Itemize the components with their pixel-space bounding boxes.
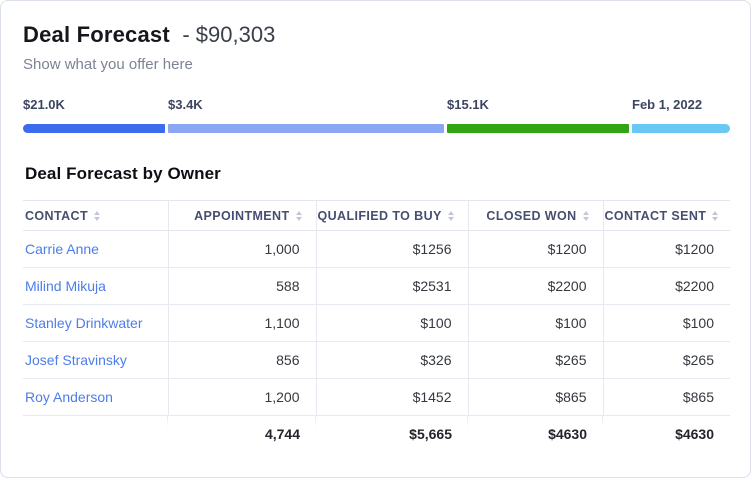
value-cell: $265: [602, 341, 730, 379]
column-header-label: CONTACT: [25, 208, 88, 223]
column-header-appointment[interactable]: APPOINTMENT: [167, 200, 316, 231]
table-row: Josef Stravinsky 856 $326 $265 $265: [23, 341, 730, 379]
forecast-total-value: - $90,303: [182, 22, 276, 47]
title-line: Deal Forecast - $90,303: [23, 20, 728, 53]
sort-icon[interactable]: [712, 211, 719, 222]
column-header-contact-sent[interactable]: CONTACT SENT: [602, 200, 730, 231]
sort-icon[interactable]: [295, 211, 302, 222]
forecast-segment: [447, 124, 629, 133]
value-cell: $100: [467, 304, 603, 342]
section-heading: Deal Forecast by Owner: [25, 164, 221, 183]
forecast-segment: [632, 124, 730, 133]
column-header-label: APPOINTMENT: [194, 208, 290, 223]
totals-empty-cell: [23, 416, 168, 453]
value-cell: $1256: [315, 230, 468, 268]
value-cell: $1200: [467, 230, 603, 268]
forecast-segment-label: $21.0K: [23, 97, 65, 112]
contact-link[interactable]: Stanley Drinkwater: [25, 315, 143, 331]
value-cell: $326: [315, 341, 468, 379]
value-cell: $865: [602, 378, 730, 416]
value-cell: $100: [315, 304, 468, 342]
value-cell: 1,200: [167, 378, 316, 416]
column-header-closed-won[interactable]: CLOSED WON: [467, 200, 603, 231]
table-row: Roy Anderson 1,200 $1452 $865 $865: [23, 378, 730, 416]
column-header-contact[interactable]: CONTACT: [23, 200, 168, 231]
value-cell: $2200: [602, 267, 730, 305]
sort-icon[interactable]: [582, 211, 589, 222]
forecast-bar-labels: $21.0K $3.4K $15.1K Feb 1, 2022: [23, 97, 730, 112]
column-header-label: CLOSED WON: [486, 208, 577, 223]
page-subtitle: Show what you offer here: [23, 56, 193, 73]
value-cell: 1,000: [167, 230, 316, 268]
table-body: Carrie Anne 1,000 $1256 $1200 $1200 Milind Mi…: [23, 230, 730, 416]
totals-row: 4,744 $5,665 $4630 $4630: [23, 415, 730, 453]
contact-link[interactable]: Josef Stravinsky: [25, 352, 127, 368]
value-cell: $1200: [602, 230, 730, 268]
table-header: CONTACT APPOINTMENT QUALIFIED TO BUY CLOSED…: [23, 200, 730, 231]
contact-link[interactable]: Milind Mikuja: [25, 278, 106, 294]
contact-link[interactable]: Carrie Anne: [25, 241, 99, 257]
contact-cell: Josef Stravinsky: [23, 341, 168, 379]
forecast-progress-bar: $21.0K $3.4K $15.1K Feb 1, 2022: [23, 97, 730, 137]
page-title: Deal Forecast: [23, 22, 170, 47]
table-totals: 4,744 $5,665 $4630 $4630: [23, 415, 730, 453]
totals-cell: $5,665: [315, 415, 468, 453]
contact-cell: Carrie Anne: [23, 230, 168, 268]
forecast-segment-label: $3.4K: [168, 97, 203, 112]
forecast-bar-segments: [23, 124, 730, 133]
table-header-row: CONTACT APPOINTMENT QUALIFIED TO BUY CLOSED…: [23, 200, 730, 231]
value-cell: $265: [467, 341, 603, 379]
card-header: Deal Forecast - $90,303 Show what you of…: [1, 1, 750, 73]
value-cell: 1,100: [167, 304, 316, 342]
forecast-segment-label: $15.1K: [447, 97, 489, 112]
sort-icon[interactable]: [93, 211, 100, 222]
value-cell: 588: [167, 267, 316, 305]
forecast-segment: [23, 124, 165, 133]
table-row: Carrie Anne 1,000 $1256 $1200 $1200: [23, 230, 730, 268]
column-header-label: CONTACT SENT: [604, 208, 707, 223]
column-header-label: QUALIFIED TO BUY: [317, 208, 442, 223]
value-cell: $2531: [315, 267, 468, 305]
totals-cell: $4630: [467, 415, 603, 453]
value-cell: $100: [602, 304, 730, 342]
totals-cell: $4630: [602, 415, 730, 453]
value-cell: $2200: [467, 267, 603, 305]
totals-cell: 4,744: [167, 415, 316, 453]
table-row: Milind Mikuja 588 $2531 $2200 $2200: [23, 267, 730, 305]
column-header-qualified-to-buy[interactable]: QUALIFIED TO BUY: [315, 200, 468, 231]
contact-cell: Roy Anderson: [23, 378, 168, 416]
contact-cell: Stanley Drinkwater: [23, 304, 168, 342]
sort-icon[interactable]: [447, 211, 454, 222]
deal-forecast-table: CONTACT APPOINTMENT QUALIFIED TO BUY CLOSED…: [23, 200, 730, 453]
contact-link[interactable]: Roy Anderson: [25, 389, 113, 405]
value-cell: 856: [167, 341, 316, 379]
table-row: Stanley Drinkwater 1,100 $100 $100 $100: [23, 304, 730, 342]
forecast-segment: [168, 124, 444, 133]
contact-cell: Milind Mikuja: [23, 267, 168, 305]
forecast-segment-label: Feb 1, 2022: [632, 97, 703, 112]
value-cell: $1452: [315, 378, 468, 416]
value-cell: $865: [467, 378, 603, 416]
